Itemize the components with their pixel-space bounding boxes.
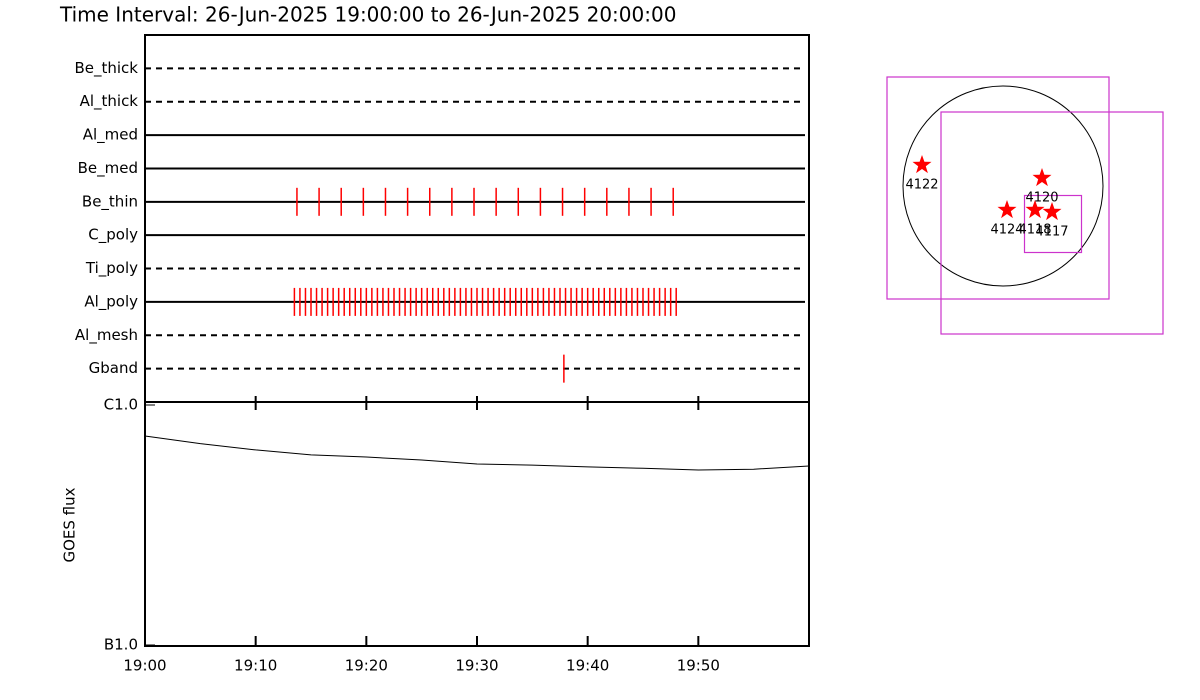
- row-label: Al_thick: [80, 92, 139, 111]
- y-tick-label: B1.0: [104, 636, 138, 654]
- row-label: Be_thick: [74, 59, 138, 78]
- ar-star: [912, 155, 932, 174]
- ar-star: [997, 200, 1017, 219]
- fov-box: [940, 111, 1164, 335]
- fov-box: [886, 76, 1110, 300]
- y-tick-label: C1.0: [104, 396, 138, 414]
- ar-label: 4124: [990, 223, 1023, 238]
- y-axis-label: GOES flux: [61, 487, 79, 562]
- row-label: Ti_poly: [85, 259, 138, 278]
- x-tick-label: 19:20: [345, 657, 388, 675]
- row-label: Al_poly: [84, 292, 138, 311]
- ar-label: 4117: [1035, 225, 1068, 240]
- x-tick-label: 19:40: [566, 657, 609, 675]
- row-label: Al_mesh: [75, 326, 138, 345]
- x-tick-label: 19:00: [123, 657, 166, 675]
- ar-label: 4120: [1025, 191, 1058, 206]
- row-label: C_poly: [88, 226, 138, 245]
- solar-disk: [902, 85, 1104, 287]
- row-label: Al_med: [83, 126, 138, 145]
- goes-line: [144, 435, 810, 471]
- row-label: Be_thin: [82, 192, 138, 211]
- ar-label: 4122: [905, 178, 938, 193]
- row-label: Be_med: [78, 159, 138, 178]
- fov-box: [1023, 194, 1083, 254]
- x-tick-label: 19:10: [234, 657, 277, 675]
- ar-star: [1025, 200, 1045, 219]
- x-tick-label: 19:30: [455, 657, 498, 675]
- ar-star: [1032, 168, 1052, 187]
- ar-label: 4118: [1018, 223, 1051, 238]
- ar-star: [1042, 202, 1062, 221]
- chart-title: Time Interval: 26-Jun-2025 19:00:00 to 2…: [59, 3, 676, 27]
- x-tick-label: 19:50: [677, 657, 720, 675]
- row-label: Gband: [89, 359, 138, 377]
